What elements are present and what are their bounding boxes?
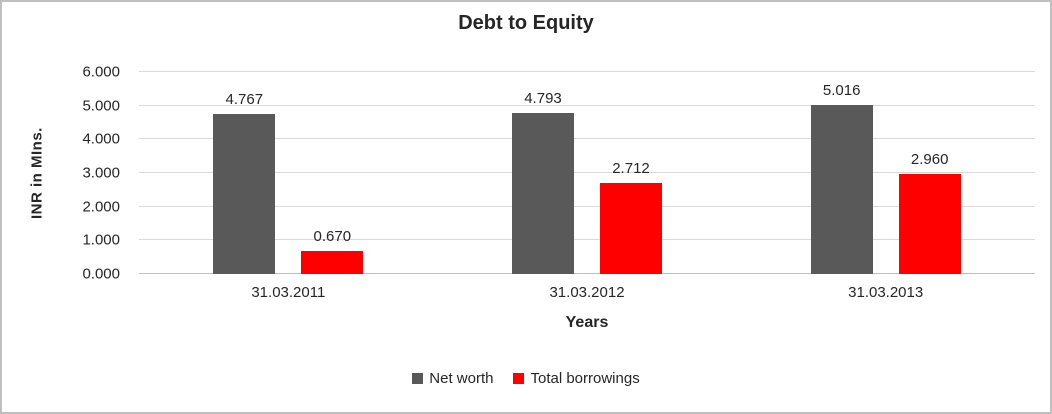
bar-column: 4.767	[213, 72, 276, 274]
data-label: 0.670	[313, 228, 352, 246]
bar-column: 2.712	[600, 72, 662, 274]
bar-group: 4.767 0.670	[139, 72, 438, 274]
legend-item: Total borrowings	[513, 370, 640, 387]
legend: Net worth Total borrowings	[2, 370, 1050, 387]
y-tick-label: 5.000	[82, 97, 120, 115]
y-tick-labels: 0.000 1.000 2.000 3.000 4.000 5.000 6.000	[54, 64, 132, 283]
bar	[898, 174, 961, 274]
x-tick-label: 31.03.2012	[549, 284, 625, 301]
y-tick-label: 0.000	[82, 265, 120, 283]
legend-label: Total borrowings	[530, 370, 640, 387]
legend-label: Net worth	[429, 370, 494, 387]
bar	[810, 105, 873, 274]
legend-swatch-icon	[513, 373, 525, 384]
legend-item: Net worth	[412, 370, 493, 387]
gridline	[139, 104, 1035, 106]
bar-group: 4.793 2.712	[438, 72, 737, 274]
gridline	[139, 273, 1035, 274]
data-label: 2.960	[910, 151, 949, 169]
gridline	[139, 239, 1035, 241]
bar-column: 2.960	[898, 72, 961, 274]
bar-column: 0.670	[301, 72, 364, 274]
y-tick-label: 2.000	[82, 198, 120, 216]
bar-column: 4.793	[512, 72, 574, 274]
plot-area: 4.767 0.670 4.793 2.712 5.016 2.960	[139, 71, 1035, 274]
bar-column: 5.016	[810, 72, 873, 274]
bar-groups: 4.767 0.670 4.793 2.712 5.016 2.960	[139, 72, 1035, 274]
data-label: 4.767	[225, 90, 264, 108]
gridline	[139, 138, 1035, 140]
bar	[301, 251, 364, 274]
y-tick-label: 1.000	[82, 231, 120, 249]
data-label: 2.712	[612, 159, 650, 177]
bar	[512, 112, 574, 274]
gridline	[139, 172, 1035, 173]
y-axis-title: INR in MIns.	[28, 127, 46, 219]
gridline	[139, 205, 1035, 207]
legend-swatch-icon	[412, 373, 424, 384]
y-tick-label: 3.000	[82, 164, 120, 182]
bar	[213, 113, 276, 274]
gridline	[139, 71, 1035, 72]
data-label: 4.793	[524, 89, 562, 107]
x-tick-label: 31.03.2011	[251, 284, 326, 301]
chart-title: Debt to Equity	[458, 12, 594, 34]
x-tick-label: 31.03.2013	[848, 284, 924, 301]
x-tick-labels: 31.03.2011 31.03.2012 31.03.2013	[139, 284, 1035, 301]
x-axis-title: Years	[565, 314, 609, 331]
bar-group: 5.016 2.960	[736, 72, 1035, 274]
y-tick-label: 4.000	[82, 130, 120, 148]
y-tick-label: 6.000	[82, 63, 120, 81]
data-label: 5.016	[822, 82, 861, 100]
bar	[600, 182, 662, 274]
